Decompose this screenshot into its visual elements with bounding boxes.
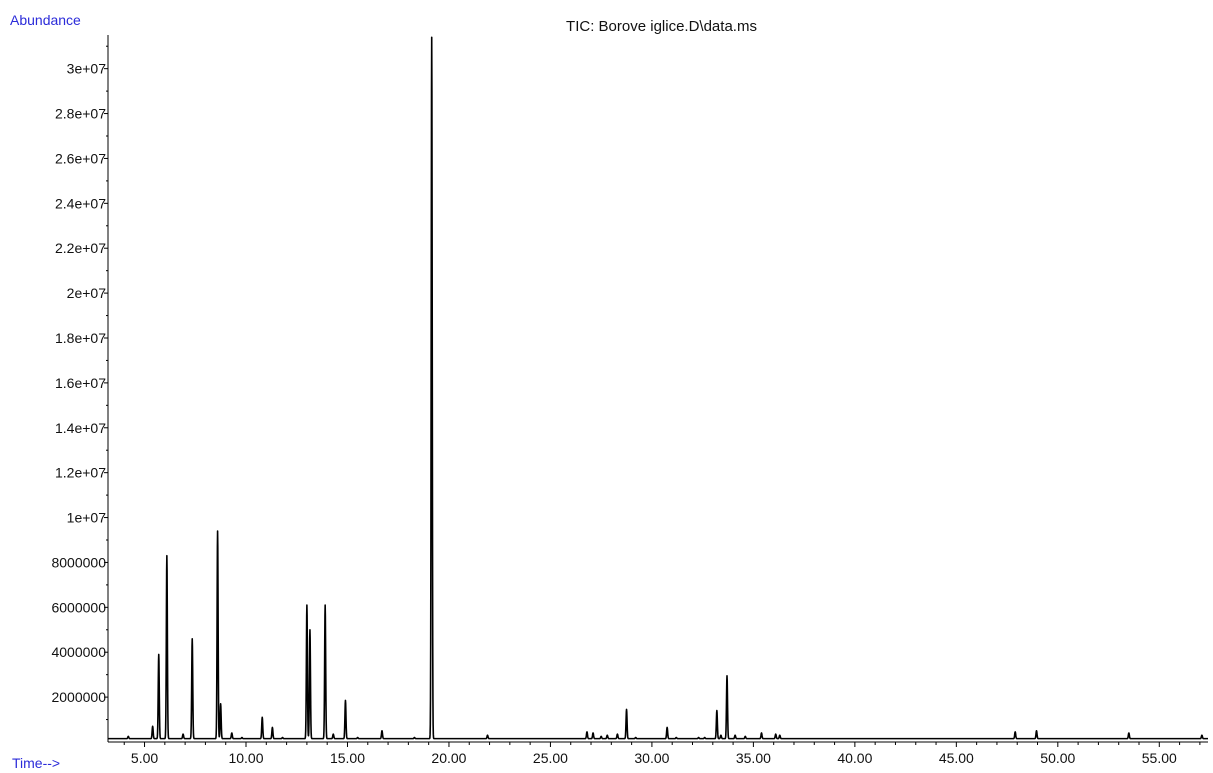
y-tick-label: 2.4e+07 bbox=[55, 195, 106, 211]
y-tick-label: 2e+07 bbox=[67, 285, 107, 301]
y-tick-label: 1e+07 bbox=[67, 510, 107, 526]
x-ticks: 5.00 10.00 15.00 20.00 25.00 30.00 35.00 40.00 4… bbox=[123, 742, 1201, 766]
y-tick-label: 6000000 bbox=[51, 599, 106, 615]
x-tick-label: 30.00 bbox=[634, 750, 669, 766]
y-tick-label: 3e+07 bbox=[67, 61, 107, 77]
y-ticks: 2000000 4000000 6000000 8000000 1e+07 1.2e+07… bbox=[51, 45, 108, 721]
y-tick-label: 4000000 bbox=[51, 644, 106, 660]
chart-title: TIC: Borove iglice.D\data.ms bbox=[566, 18, 757, 35]
y-tick-label: 1.6e+07 bbox=[55, 375, 106, 391]
y-tick-label: 2.6e+07 bbox=[55, 150, 106, 166]
tic-trace bbox=[107, 36, 1209, 740]
x-tick-label: 20.00 bbox=[431, 750, 466, 766]
x-tick-label: 55.00 bbox=[1142, 750, 1177, 766]
x-tick-label: 25.00 bbox=[533, 750, 568, 766]
y-tick-label: 8000000 bbox=[51, 554, 106, 570]
x-tick-label: 15.00 bbox=[330, 750, 365, 766]
y-tick-label: 2000000 bbox=[51, 689, 106, 705]
x-tick-label: 45.00 bbox=[939, 750, 974, 766]
x-tick-label: 40.00 bbox=[837, 750, 872, 766]
y-tick-label: 1.4e+07 bbox=[55, 420, 106, 436]
y-tick-label: 1.8e+07 bbox=[55, 330, 106, 346]
x-tick-label: 5.00 bbox=[131, 750, 158, 766]
y-tick-label: 2.2e+07 bbox=[55, 240, 106, 256]
x-tick-label: 10.00 bbox=[228, 750, 263, 766]
y-tick-label: 2.8e+07 bbox=[55, 106, 106, 122]
x-tick-label: 35.00 bbox=[736, 750, 771, 766]
y-axis-label: Abundance bbox=[10, 12, 81, 28]
x-tick-label: 50.00 bbox=[1040, 750, 1075, 766]
y-tick-label: 1.2e+07 bbox=[55, 465, 106, 481]
x-axis-label: Time--> bbox=[12, 755, 61, 771]
